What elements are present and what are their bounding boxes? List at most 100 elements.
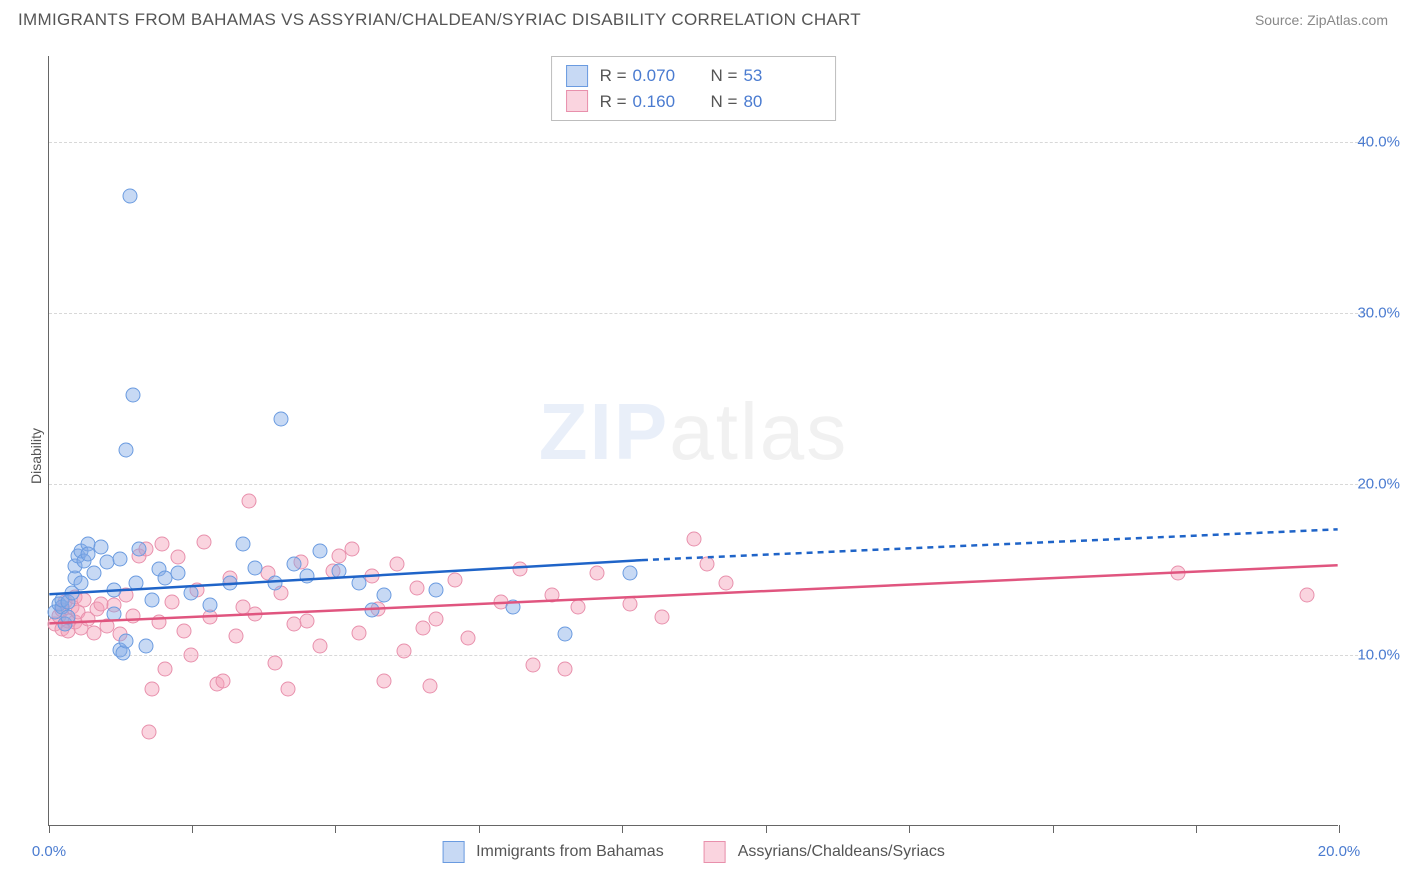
- data-point-blue: [125, 387, 140, 402]
- data-point-blue: [74, 576, 89, 591]
- data-point-pink: [422, 678, 437, 693]
- data-point-pink: [622, 596, 637, 611]
- x-tick-label: 0.0%: [32, 843, 66, 860]
- data-point-pink: [196, 534, 211, 549]
- data-point-blue: [312, 543, 327, 558]
- x-tick: [49, 825, 50, 833]
- data-point-pink: [141, 724, 156, 739]
- legend-item-pink: Assyrians/Chaldeans/Syriacs: [704, 841, 945, 863]
- data-point-pink: [461, 630, 476, 645]
- data-point-pink: [699, 557, 714, 572]
- data-point-blue: [183, 586, 198, 601]
- y-tick-label: 20.0%: [1357, 475, 1400, 492]
- data-point-pink: [216, 673, 231, 688]
- data-point-blue: [87, 565, 102, 580]
- data-point-pink: [448, 572, 463, 587]
- correlation-legend: R = 0.070 N = 53 R = 0.160 N = 80: [551, 56, 837, 121]
- x-tick: [479, 825, 480, 833]
- data-point-pink: [364, 569, 379, 584]
- data-point-blue: [429, 582, 444, 597]
- x-tick: [766, 825, 767, 833]
- gridline: [49, 313, 1368, 314]
- data-point-blue: [267, 576, 282, 591]
- gridline: [49, 655, 1368, 656]
- data-point-pink: [145, 682, 160, 697]
- data-point-pink: [280, 682, 295, 697]
- data-point-blue: [222, 576, 237, 591]
- data-point-blue: [377, 588, 392, 603]
- data-point-blue: [145, 593, 160, 608]
- gridline: [49, 484, 1368, 485]
- data-point-pink: [183, 647, 198, 662]
- data-point-pink: [377, 673, 392, 688]
- data-point-pink: [558, 661, 573, 676]
- data-point-pink: [512, 562, 527, 577]
- data-point-blue: [287, 557, 302, 572]
- data-point-blue: [106, 606, 121, 621]
- data-point-blue: [332, 564, 347, 579]
- data-point-pink: [154, 536, 169, 551]
- data-point-pink: [345, 541, 360, 556]
- y-axis-label: Disability: [28, 428, 44, 484]
- data-point-pink: [151, 615, 166, 630]
- x-tick: [1053, 825, 1054, 833]
- y-tick-label: 10.0%: [1357, 646, 1400, 663]
- data-point-blue: [558, 627, 573, 642]
- data-point-blue: [122, 189, 137, 204]
- data-point-pink: [1170, 565, 1185, 580]
- data-point-blue: [106, 582, 121, 597]
- x-tick: [1196, 825, 1197, 833]
- data-point-pink: [125, 608, 140, 623]
- data-point-pink: [570, 599, 585, 614]
- x-tick-label: 20.0%: [1318, 843, 1361, 860]
- data-point-pink: [312, 639, 327, 654]
- data-point-blue: [119, 634, 134, 649]
- regression-lines: [49, 56, 1338, 825]
- data-point-blue: [138, 639, 153, 654]
- legend-item-blue: Immigrants from Bahamas: [442, 841, 664, 863]
- data-point-pink: [300, 613, 315, 628]
- watermark: ZIPatlas: [539, 385, 848, 477]
- data-point-blue: [171, 565, 186, 580]
- data-point-blue: [274, 411, 289, 426]
- x-tick: [192, 825, 193, 833]
- series-legend: Immigrants from Bahamas Assyrians/Chalde…: [442, 841, 945, 863]
- data-point-pink: [525, 658, 540, 673]
- swatch-pink: [566, 90, 588, 112]
- x-tick: [1339, 825, 1340, 833]
- data-point-pink: [390, 557, 405, 572]
- swatch-pink: [704, 841, 726, 863]
- data-point-blue: [235, 536, 250, 551]
- data-point-pink: [590, 565, 605, 580]
- data-point-blue: [132, 541, 147, 556]
- x-tick: [909, 825, 910, 833]
- data-point-blue: [112, 552, 127, 567]
- data-point-pink: [409, 581, 424, 596]
- data-point-pink: [351, 625, 366, 640]
- data-point-blue: [622, 565, 637, 580]
- data-point-pink: [119, 588, 134, 603]
- data-point-blue: [93, 540, 108, 555]
- data-point-pink: [687, 531, 702, 546]
- source-attribution: Source: ZipAtlas.com: [1255, 12, 1388, 28]
- chart-container: Disability ZIPatlas R = 0.070 N = 53 R =…: [0, 36, 1406, 876]
- data-point-pink: [429, 611, 444, 626]
- data-point-blue: [506, 599, 521, 614]
- data-point-blue: [248, 560, 263, 575]
- data-point-pink: [248, 606, 263, 621]
- data-point-pink: [158, 661, 173, 676]
- y-tick-label: 30.0%: [1357, 304, 1400, 321]
- data-point-pink: [171, 550, 186, 565]
- data-point-pink: [177, 623, 192, 638]
- data-point-pink: [654, 610, 669, 625]
- y-tick-label: 40.0%: [1357, 133, 1400, 150]
- legend-row-pink: R = 0.160 N = 80: [566, 89, 822, 115]
- data-point-blue: [203, 598, 218, 613]
- data-point-pink: [396, 644, 411, 659]
- x-tick: [622, 825, 623, 833]
- data-point-pink: [267, 656, 282, 671]
- swatch-blue: [442, 841, 464, 863]
- data-point-blue: [300, 569, 315, 584]
- x-tick: [335, 825, 336, 833]
- data-point-pink: [241, 493, 256, 508]
